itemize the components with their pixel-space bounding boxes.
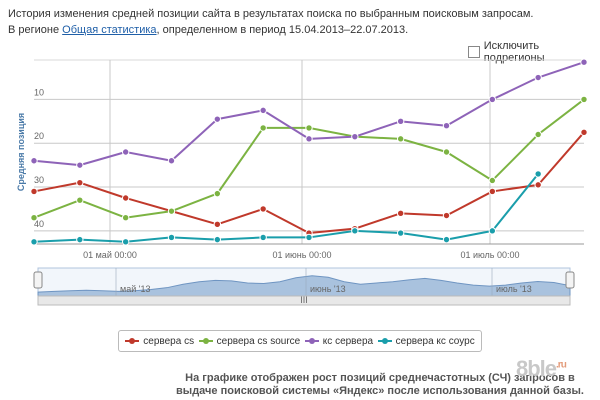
series-line-3 [33,173,539,243]
legend-label: сервера кс соурс [395,335,475,347]
chart-legend: сервера cs сервера cs source кс сервера … [118,330,482,352]
series-point-1 [259,124,267,132]
y-axis-label: Средняя позиция [16,113,26,191]
series-point-3 [30,238,38,246]
region-prefix: В регионе [8,24,60,36]
series-point-2 [534,73,542,82]
x-tick-label: 01 июнь 00:00 [273,250,332,260]
series-point-3 [76,235,84,244]
header-line1: История изменения средней позиции сайта … [8,8,534,20]
exclude-subregions-label: Исключить подрегионы [483,40,545,64]
series-point-2 [580,58,588,66]
series-point-3 [167,233,176,242]
series-point-3 [305,233,313,242]
legend-item-servera-cs[interactable]: сервера cs [125,336,194,347]
series-point-2 [442,122,451,130]
y-tick-label: 40 [34,219,44,229]
legend-label: сервера cs source [216,335,301,347]
navigator-tick-label: июнь '13 [310,284,346,294]
series-point-3 [534,170,542,178]
navigator-area [37,275,571,297]
watermark-suffix: .ru [556,359,567,371]
series-point-1 [396,135,405,143]
navigator-tick-label: май '13 [120,284,150,294]
series-point-0 [121,194,130,202]
period-text: , определенном в период 15.04.2013–22.07… [156,24,409,36]
series-point-2 [167,157,176,165]
legend-swatch [125,338,140,344]
series-point-3 [121,238,130,246]
chart-header: История изменения средней позиции сайта … [8,6,533,38]
legend-item-servera-ks-sours[interactable]: сервера кс соурс [377,335,475,347]
y-tick-label: 30 [34,175,44,185]
series-point-0 [213,220,222,228]
legend-swatch [304,338,319,344]
watermark-logo: 8ble.ru [516,356,567,382]
x-tick-label: 01 июль 00:00 [460,250,519,260]
series-point-3 [259,233,267,242]
legend-label: кс сервера [322,335,374,347]
series-line-1 [33,98,585,219]
series-line-2 [33,61,585,167]
series-point-1 [305,124,313,132]
scrollbar-grip: III [300,295,308,305]
navigator-handle-right[interactable] [565,271,575,289]
series-point-3 [442,235,451,244]
series-point-2 [396,117,405,126]
y-tick-label: 10 [34,87,44,97]
y-tick-label: 20 [34,131,44,141]
series-point-1 [76,196,84,204]
series-point-0 [396,209,405,218]
series-point-1 [30,214,38,222]
region-link[interactable]: Общая статистика [62,24,157,36]
legend-item-ks-servera[interactable]: кс сервера [304,335,374,347]
footer-caption: На графике отображен рост позиций средне… [176,372,584,397]
series-point-0 [76,178,84,187]
series-point-0 [488,187,497,196]
series-point-2 [30,157,38,165]
series-point-1 [488,176,497,185]
x-tick-label: 01 май 00:00 [83,250,137,260]
series-point-2 [76,161,84,169]
navigator-scrollbar[interactable] [37,295,571,306]
legend-swatch [377,338,392,344]
legend-label: сервера cs [143,335,195,347]
navigator-handle-left[interactable] [33,271,43,289]
series-point-1 [442,148,451,156]
series-point-0 [580,128,588,136]
series-point-2 [305,135,313,143]
series-point-3 [488,227,497,235]
series-point-2 [351,132,359,141]
series-point-3 [396,229,405,237]
series-point-3 [351,227,359,235]
series-point-1 [167,207,176,215]
legend-swatch [198,338,213,344]
series-point-1 [580,95,588,104]
watermark-text: 8ble [516,356,557,381]
series-point-2 [121,148,130,156]
series-point-2 [213,115,222,123]
series-point-1 [213,189,222,198]
header-line2: В регионе Общая статистика, определенном… [8,22,533,38]
series-point-1 [534,130,542,139]
series-point-2 [259,106,267,115]
series-point-2 [488,95,497,104]
legend-item-servera-cs-source[interactable]: сервера cs source [198,335,301,347]
series-point-0 [259,205,267,213]
series-point-0 [442,211,451,220]
navigator-tick-label: июль '13 [496,284,532,294]
exclude-subregions-toggle[interactable]: Исключить подрегионы [468,40,600,64]
checkbox-icon[interactable] [468,46,480,58]
series-point-0 [30,187,38,196]
series-point-0 [534,181,542,189]
series-point-1 [121,214,130,222]
series-point-3 [213,235,222,244]
